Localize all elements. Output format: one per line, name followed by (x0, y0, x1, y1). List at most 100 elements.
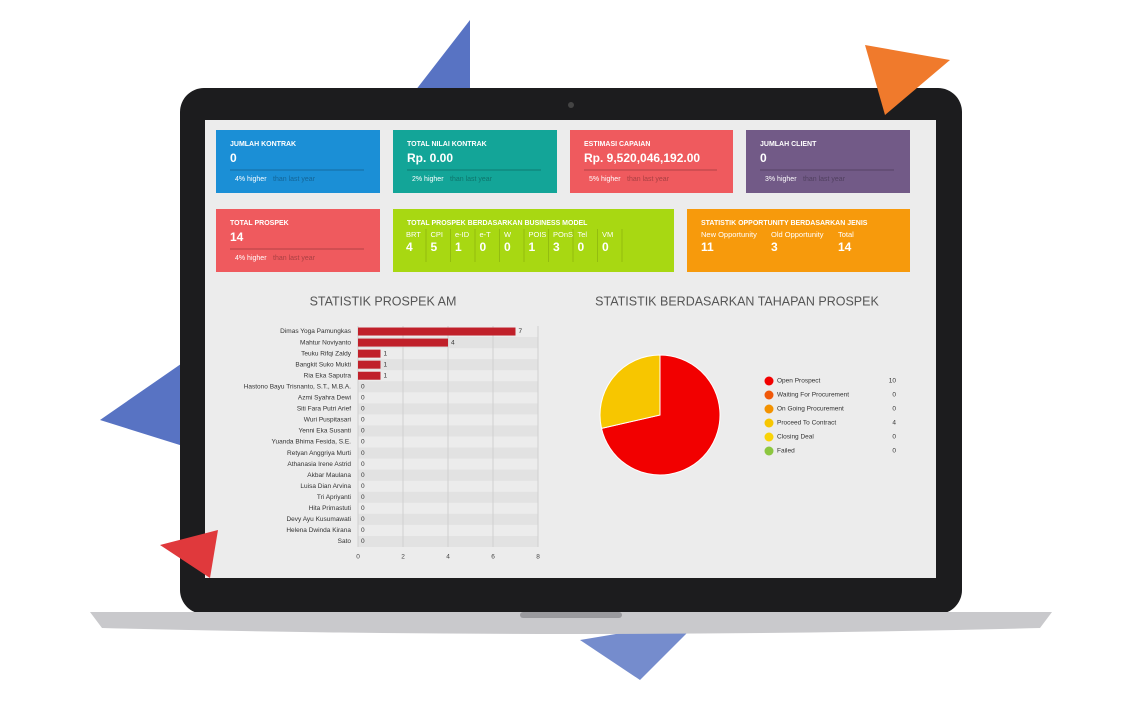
model-label: BRT (406, 230, 421, 239)
card (570, 130, 733, 193)
legend-swatch (764, 390, 774, 400)
card-value: 0 (760, 151, 767, 165)
model-value: 0 (480, 240, 487, 254)
bar (358, 360, 381, 369)
y-tick-label: Dimas Yoga Pamungkas (280, 328, 352, 335)
data-label: 1 (384, 372, 388, 379)
model-label: VM (602, 230, 613, 239)
opportunity-label: Old Opportunity (771, 230, 824, 239)
pie-slice (599, 354, 661, 429)
legend-value: 10 (889, 378, 897, 385)
legend-label: On Going Procurement (777, 406, 844, 413)
legend-label: Closing Deal (777, 434, 814, 441)
card (393, 209, 674, 272)
chart-title: STATISTIK PROSPEK AM (310, 294, 457, 308)
laptop-notch (520, 612, 622, 618)
card-title: TOTAL PROSPEK (230, 220, 289, 227)
data-label: 0 (361, 428, 365, 435)
legend-value: 0 (892, 406, 896, 413)
model-label: CPI (431, 230, 444, 239)
data-label: 1 (384, 350, 388, 357)
y-tick-label: Retyan Anggriya Murti (287, 450, 351, 457)
card-title: JUMLAH CLIENT (760, 141, 817, 148)
opportunity-label: New Opportunity (701, 230, 757, 239)
y-tick-label: Sato (338, 538, 352, 545)
card (687, 209, 910, 272)
model-value: 5 (431, 240, 438, 254)
y-tick-label: Athanasia Irene Astrid (287, 461, 351, 468)
y-tick-label: Akbar Maulana (307, 472, 351, 479)
y-tick-label: Yenni Eka Susanti (298, 428, 351, 435)
card-note: than last year (803, 176, 846, 183)
model-value: 3 (553, 240, 560, 254)
y-tick-label: Azmi Syahra Dewi (298, 395, 351, 402)
legend-label: Waiting For Procurement (777, 392, 849, 399)
y-tick-label: Teuku Rifqi Zaldy (301, 350, 352, 357)
card-value: 14 (230, 230, 244, 244)
data-label: 0 (361, 395, 365, 402)
legend-swatch (764, 404, 774, 414)
card-title: ESTIMASI CAPAIAN (584, 141, 650, 148)
data-label: 0 (361, 461, 365, 468)
model-value: 0 (504, 240, 511, 254)
y-tick-label: Ria Eka Saputra (304, 372, 352, 379)
legend-value: 0 (892, 434, 896, 441)
x-tick-label: 2 (401, 554, 405, 561)
legend-value: 0 (892, 392, 896, 399)
decor-triangle (160, 530, 218, 578)
card-change: 2% higher (412, 176, 444, 183)
card-change: 4% higher (235, 176, 267, 183)
data-label: 0 (361, 472, 365, 479)
legend-label: Open Prospect (777, 378, 821, 385)
decor-triangle (865, 45, 950, 115)
data-label: 0 (361, 538, 365, 545)
model-label: POnS (553, 230, 573, 239)
card-title: TOTAL NILAI KONTRAK (407, 141, 487, 148)
model-value: 1 (455, 240, 462, 254)
legend-value: 0 (892, 448, 896, 455)
data-label: 0 (361, 417, 365, 424)
legend-swatch (764, 418, 774, 428)
model-label: Tel (578, 230, 588, 239)
opportunity-value: 11 (701, 240, 714, 254)
data-label: 0 (361, 450, 365, 457)
data-label: 1 (384, 361, 388, 368)
x-tick-label: 4 (446, 554, 450, 561)
y-tick-label: Devy Ayu Kusumawati (286, 516, 351, 523)
data-label: 0 (361, 483, 365, 490)
legend-value: 4 (892, 420, 896, 427)
model-value: 1 (529, 240, 536, 254)
y-tick-label: Mahtur Noviyanto (300, 339, 351, 346)
card-value: Rp. 9,520,046,192.00 (584, 151, 700, 165)
data-label: 7 (519, 328, 523, 335)
bar (358, 338, 448, 347)
bar (358, 371, 381, 380)
y-tick-label: Tri Apriyanti (317, 494, 351, 501)
card-title: TOTAL PROSPEK BERDASARKAN BUSINESS MODEL (407, 220, 588, 227)
x-tick-label: 0 (356, 554, 360, 561)
legend-swatch (764, 446, 774, 456)
x-tick-label: 8 (536, 554, 540, 561)
data-label: 0 (361, 527, 365, 534)
legend-label: Proceed To Contract (777, 420, 836, 427)
card-note: than last year (273, 255, 316, 262)
legend-swatch (764, 376, 774, 386)
decor-triangle (865, 45, 885, 115)
card-value: 0 (230, 151, 237, 165)
bar (358, 327, 516, 336)
model-value: 4 (406, 240, 413, 254)
model-label: W (504, 230, 512, 239)
model-value: 0 (578, 240, 585, 254)
pie-slice (600, 354, 721, 476)
decor-shape (580, 620, 700, 680)
card-note: than last year (273, 176, 316, 183)
card (393, 130, 557, 193)
card-note: than last year (627, 176, 670, 183)
data-label: 0 (361, 439, 365, 446)
data-label: 0 (361, 383, 365, 390)
data-label: 4 (451, 339, 455, 346)
y-tick-label: Luisa Dian Arvina (300, 483, 351, 490)
data-label: 0 (361, 505, 365, 512)
